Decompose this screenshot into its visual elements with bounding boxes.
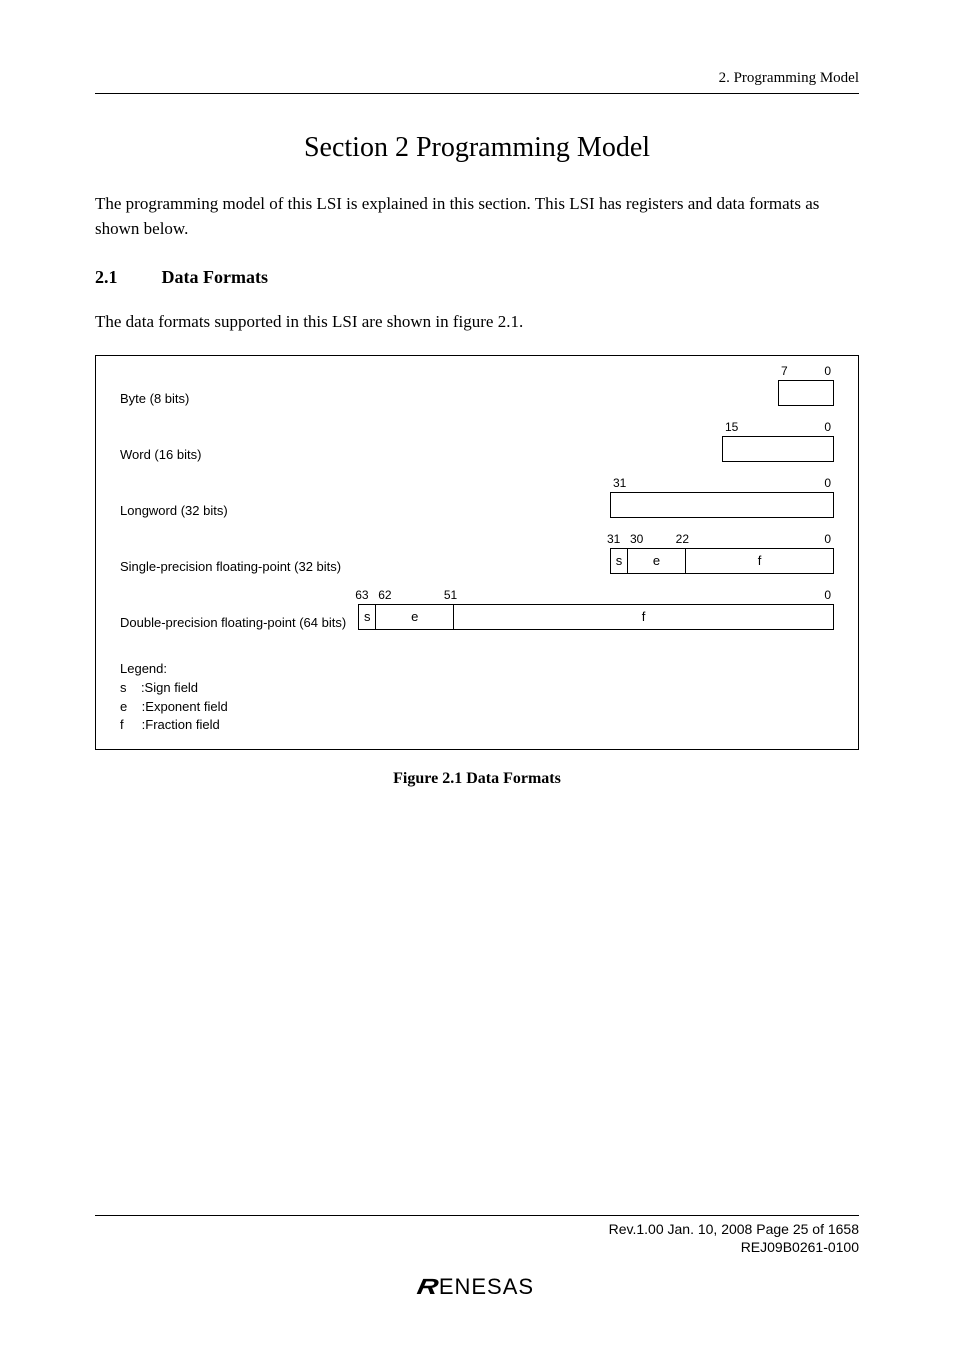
legend-f: f :Fraction field — [120, 716, 834, 735]
sp-f-box: 0 f — [686, 548, 834, 574]
dp-e-msb-tick: 62 — [378, 588, 391, 602]
intro-paragraph: The programming model of this LSI is exp… — [95, 192, 859, 241]
footer-line2: REJ09B0261-0100 — [95, 1238, 859, 1256]
footer-line1: Rev.1.00 Jan. 10, 2008 Page 25 of 1658 — [95, 1220, 859, 1238]
sp-s-box: 31 s — [610, 548, 628, 574]
dp-s-field: s — [359, 609, 375, 624]
chapter-heading: 2. Programming Model — [95, 70, 859, 94]
sp-e-box: 30 22 e — [628, 548, 686, 574]
sp-f-lsb-tick: 0 — [824, 532, 831, 546]
footer-rule — [95, 1215, 859, 1216]
dp-e-box: 62 51 e — [376, 604, 454, 630]
dp-s-msb-tick: 63 — [355, 588, 368, 602]
word-box: 15 0 — [722, 436, 834, 462]
subsection-number: 2.1 — [95, 267, 118, 288]
sp-s-field: s — [611, 553, 627, 568]
byte-label: Byte (8 bits) — [120, 391, 189, 406]
double-precision-label: Double-precision floating-point (64 bits… — [120, 615, 346, 630]
sp-s-msb-tick: 31 — [607, 532, 620, 546]
dp-s-box: 63 s — [358, 604, 376, 630]
byte-msb-tick: 7 — [781, 364, 788, 378]
dp-f-box: 0 f — [454, 604, 834, 630]
sp-e-lsb-tick: 22 — [676, 532, 689, 546]
byte-box: 7 0 — [778, 380, 834, 406]
word-label: Word (16 bits) — [120, 447, 201, 462]
legend-title: Legend: — [120, 660, 834, 679]
byte-lsb-tick: 0 — [824, 364, 831, 378]
subsection-text: The data formats supported in this LSI a… — [95, 310, 859, 335]
subsection-name: Data Formats — [162, 267, 268, 288]
renesas-logo: RENESAS — [95, 1274, 859, 1300]
figure-caption: Figure 2.1 Data Formats — [95, 770, 859, 788]
sp-f-field: f — [686, 553, 833, 568]
sp-e-msb-tick: 30 — [630, 532, 643, 546]
figure-data-formats: Byte (8 bits) 7 0 Word (16 bits) 15 0 — [95, 355, 859, 750]
legend-s: s :Sign field — [120, 679, 834, 698]
longword-label: Longword (32 bits) — [120, 503, 228, 518]
dp-e-field: e — [376, 609, 453, 624]
logo-text: ENESAS — [439, 1274, 534, 1299]
longword-box: 31 0 — [610, 492, 834, 518]
single-precision-label: Single-precision floating-point (32 bits… — [120, 559, 341, 574]
dp-f-field: f — [454, 609, 833, 624]
logo-r-icon: R — [415, 1274, 442, 1300]
legend-e: e :Exponent field — [120, 698, 834, 717]
section-title: Section 2 Programming Model — [95, 132, 859, 164]
word-lsb-tick: 0 — [824, 420, 831, 434]
dp-e-lsb-tick: 51 — [444, 588, 457, 602]
legend: Legend: s :Sign field e :Exponent field … — [120, 660, 834, 735]
longword-lsb-tick: 0 — [824, 476, 831, 490]
longword-msb-tick: 31 — [613, 476, 626, 490]
dp-f-lsb-tick: 0 — [824, 588, 831, 602]
word-msb-tick: 15 — [725, 420, 738, 434]
sp-e-field: e — [628, 553, 685, 568]
